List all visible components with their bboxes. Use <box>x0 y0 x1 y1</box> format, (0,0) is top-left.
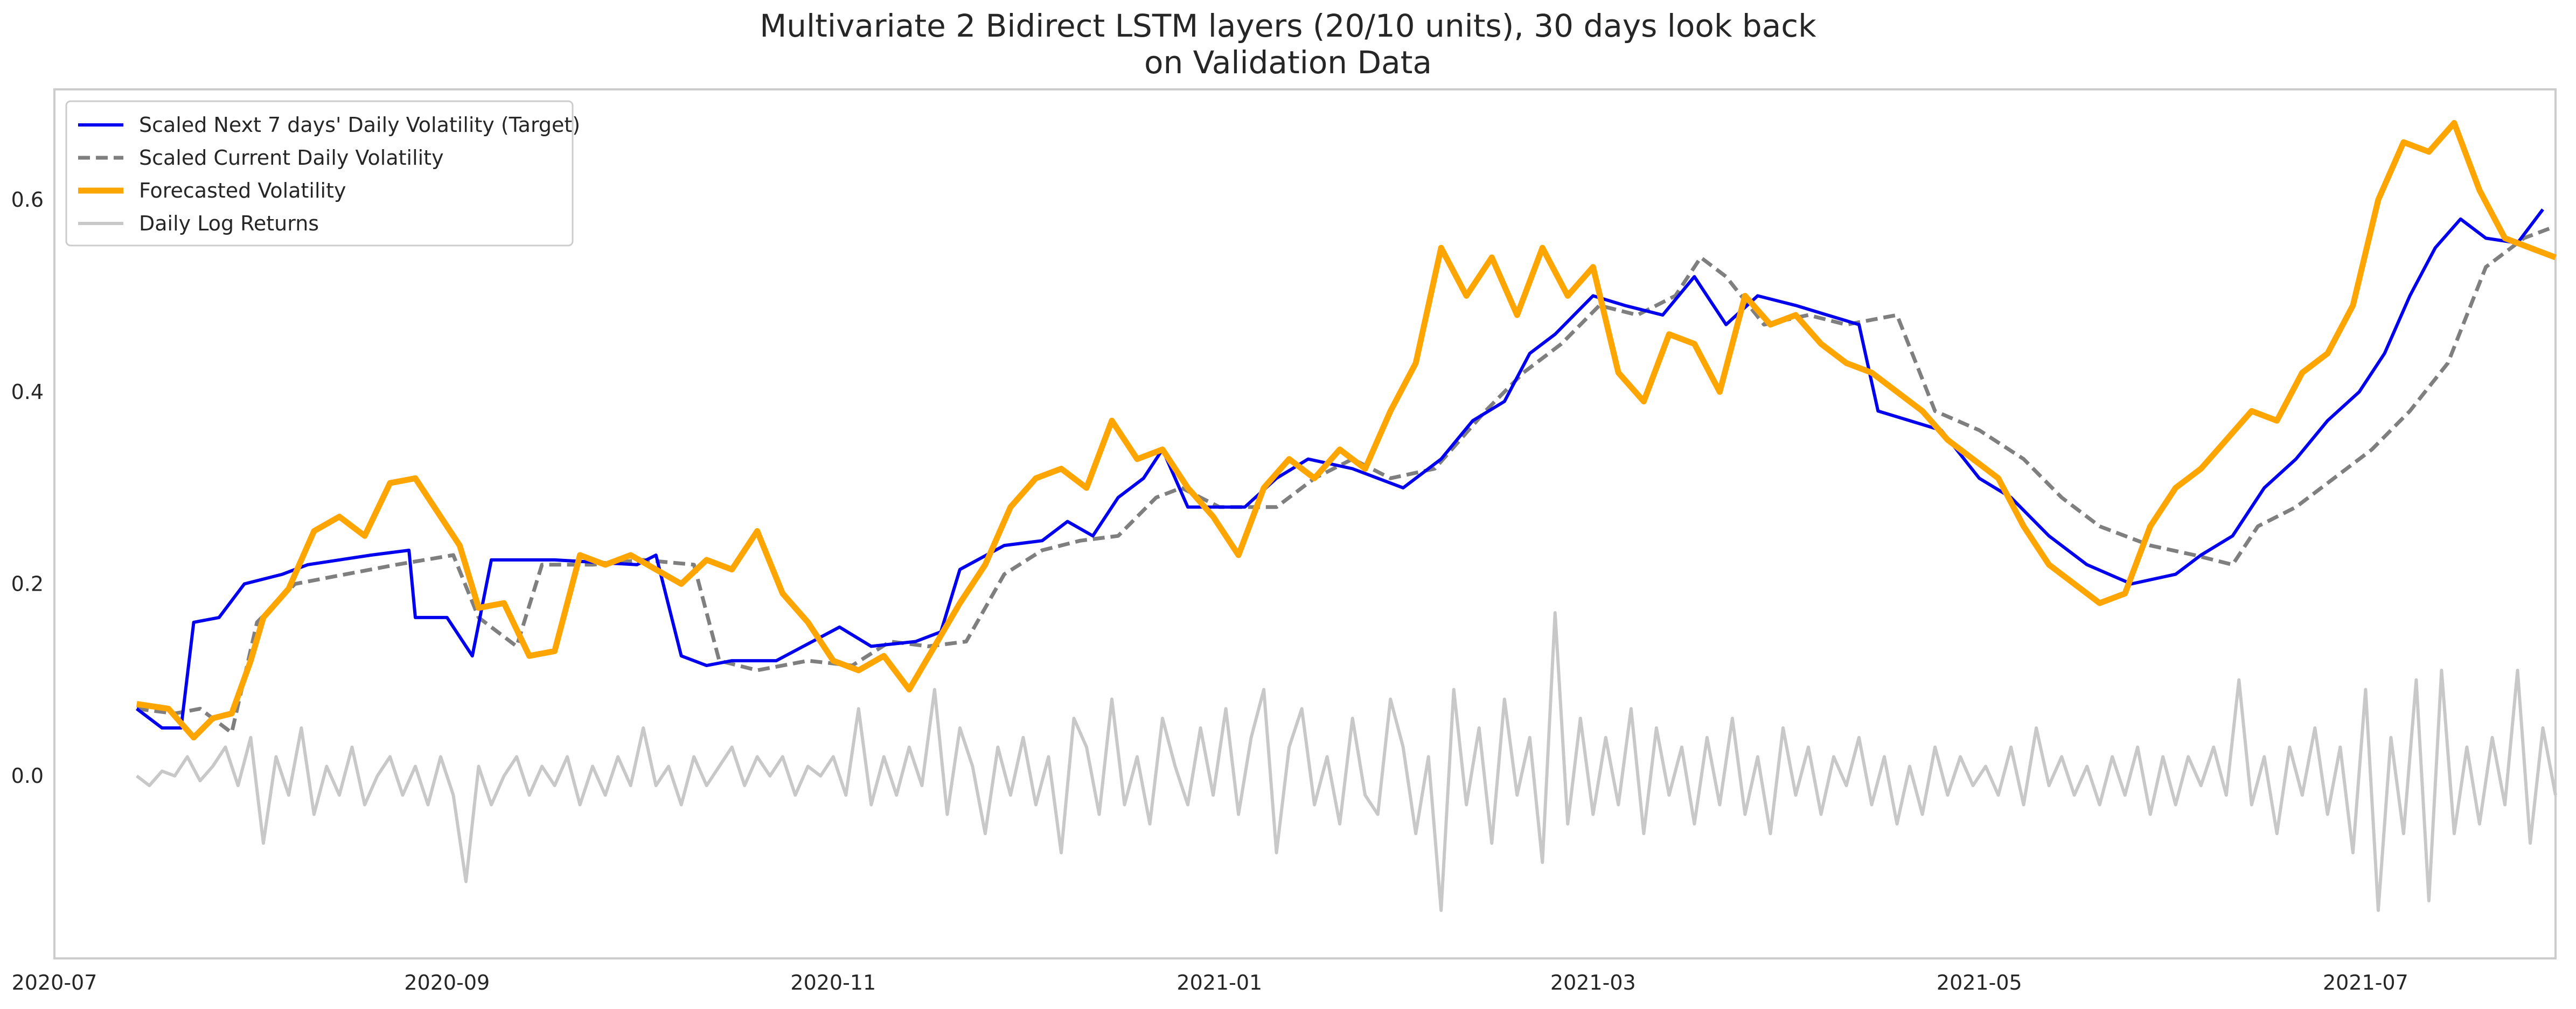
series-line-scaled-next-7-days-daily-volatility-target <box>135 208 2544 730</box>
legend-label-scaled-next-7-days-daily-volatility-target: Scaled Next 7 days' Daily Volatility (Ta… <box>139 113 580 137</box>
x-tick-label-2020-07: 2020-07 <box>12 971 98 994</box>
x-tick-label-2021-01: 2021-01 <box>1176 971 1262 994</box>
y-tick-label-0.6: 0.6 <box>11 188 44 212</box>
legend-label-daily-log-returns: Daily Log Returns <box>139 212 319 235</box>
series-line-scaled-current-daily-volatility <box>136 227 2550 735</box>
chart-title-line-2: on Validation Data <box>1144 44 1432 81</box>
x-tick-label-2021-03: 2021-03 <box>1550 971 1636 994</box>
chart-title-line-1: Multivariate 2 Bidirect LSTM layers (20/… <box>760 8 1816 44</box>
y-tick-label-0.0: 0.0 <box>11 764 44 788</box>
series-line-forecasted-volatility <box>136 120 2557 741</box>
legend-label-forecasted-volatility: Forecasted Volatility <box>139 179 346 202</box>
x-tick-label-2021-05: 2021-05 <box>1937 971 2022 994</box>
chart-title: Multivariate 2 Bidirect LSTM layers (20/… <box>0 8 2576 81</box>
legend-label-scaled-current-daily-volatility: Scaled Current Daily Volatility <box>139 146 444 170</box>
axis-ticks: 2020-07 2020-09 2020-11 2021-01 2021-03 2021-… <box>11 188 2408 994</box>
legend: Scaled Next 7 days' Daily Volatility (Ta… <box>65 100 580 247</box>
x-tick-label-2020-11: 2020-11 <box>790 971 876 994</box>
x-tick-label-2020-09: 2020-09 <box>404 971 490 994</box>
series-lines <box>135 120 2557 912</box>
series-line-daily-log-returns <box>135 611 2557 912</box>
y-tick-label-0.4: 0.4 <box>11 380 44 404</box>
x-tick-label-2021-07: 2021-07 <box>2323 971 2408 994</box>
legend-box <box>65 100 574 247</box>
y-tick-label-0.2: 0.2 <box>11 572 44 596</box>
